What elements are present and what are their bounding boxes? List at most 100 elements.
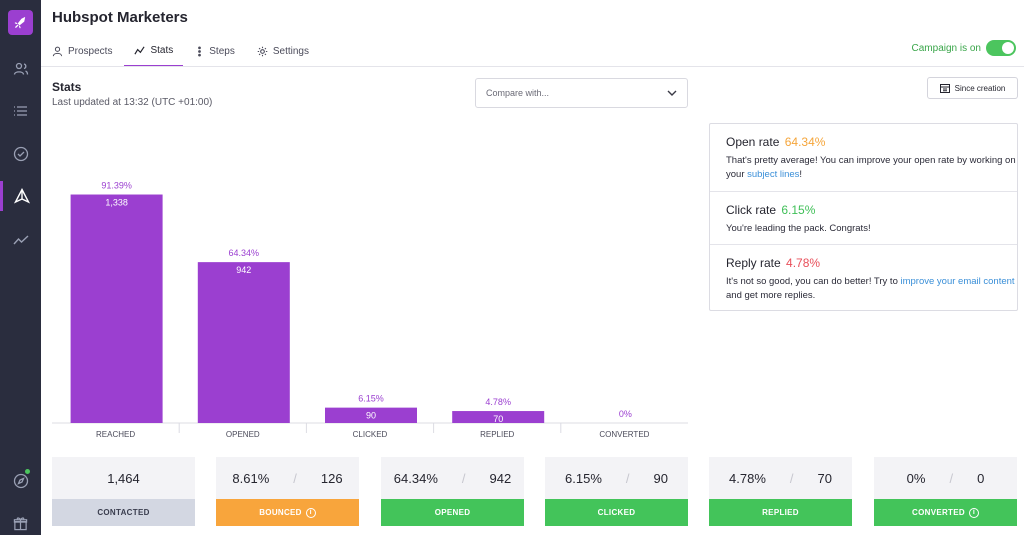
separator: / [949,470,954,486]
category-label-converted: CONVERTED [599,430,649,439]
clicked-card[interactable]: 6.15% / 90 CLICKED [545,457,688,526]
info-icon[interactable]: i [305,507,316,518]
campaign-toggle[interactable] [986,40,1016,56]
steps-icon [198,46,202,57]
card-label: REPLIED [762,508,799,517]
reply-rate-value: 4.78% [786,256,821,270]
improve-email-link[interactable]: improve your email content [900,276,1015,287]
last-updated-text: Last updated at 13:32 (UTC +01:00) [52,97,213,108]
percent-label-opened: 64.34% [229,248,260,258]
header-divider [41,66,1024,67]
open-rate-text: That's pretty average! You can improve y… [726,155,1016,180]
open-rate-block: Open rate 64.34% That's pretty average! … [710,124,1017,191]
sidebar-item-gifts[interactable] [0,508,41,535]
click-rate-value: 6.15% [781,203,816,217]
card-percent: 4.78% [729,470,766,486]
card-label-bar: BOUNCED i [216,499,359,526]
reply-rate-block: Reply rate 4.78% It's not so good, you c… [710,244,1017,310]
open-rate-advice: That's pretty average! You can improve y… [726,154,1017,182]
tab-label: Prospects [68,46,113,57]
compare-select[interactable]: Compare with... [475,78,688,108]
app-logo[interactable] [8,10,33,35]
card-percent: 64.34% [393,470,438,486]
card-values: 6.15% / 90 [545,457,688,499]
card-value: 1,464 [107,470,140,486]
click-rate-heading: Click rate 6.15% [726,203,1017,217]
reply-rate-text: It's not so good, you can do better! Try… [726,276,901,287]
notification-dot [25,469,30,474]
gift-icon [13,516,28,530]
card-label: CONTACTED [97,508,150,517]
percent-label-reached: 91.39% [101,181,132,191]
category-label-clicked: CLICKED [353,430,388,439]
chevron-down-icon [667,90,677,96]
opened-card[interactable]: 64.34% / 942 OPENED [381,457,524,526]
sidebar-item-prospects[interactable] [0,54,41,84]
send-icon [14,188,30,204]
value-label-opened: 942 [236,265,251,275]
tab-stats[interactable]: Stats [124,36,184,67]
card-percent: 0% [906,470,926,486]
click-rate-advice: You're leading the pack. Congrats! [726,223,871,234]
calendar-icon [939,83,950,93]
sidebar-item-discover[interactable] [0,466,41,496]
prospects-icon [52,46,63,57]
bounced-card[interactable]: 8.61% / 126 BOUNCED i [216,457,359,526]
tab-prospects[interactable]: Prospects [52,36,112,67]
open-rate-heading: Open rate 64.34% [726,135,1017,149]
card-value: 126 [320,470,343,486]
converted-card[interactable]: 0% / 0 CONVERTED i [874,457,1017,526]
bar-replied [452,411,545,423]
percent-label-replied: 4.78% [485,397,511,407]
list-icon [14,106,27,116]
reply-rate-title: Reply rate [726,256,781,270]
tab-bar: Prospects Stats Steps Settings [52,36,331,67]
info-icon[interactable]: i [968,507,979,518]
category-label-replied: REPLIED [480,430,514,439]
date-range-label: Since creation [954,83,1006,93]
date-range-button[interactable]: Since creation [927,77,1018,99]
replied-card[interactable]: 4.78% / 70 REPLIED [709,457,852,526]
card-values: 0% / 0 [874,457,1017,499]
card-label-bar: CONVERTED i [874,499,1017,526]
bar-reached [70,194,163,423]
percent-label-clicked: 6.15% [358,394,384,404]
reply-rate-heading: Reply rate 4.78% [726,256,1017,270]
contacted-card[interactable]: 1,464 CONTACTED [52,457,195,526]
subject-lines-link[interactable]: subject lines [747,169,800,180]
card-percent: 8.61% [232,470,270,486]
tab-settings[interactable]: Settings [257,36,309,67]
tab-steps[interactable]: Steps [195,36,235,67]
sidebar-item-tasks[interactable] [0,139,41,169]
card-label: OPENED [434,508,471,517]
bar-clicked [325,407,417,423]
card-label: BOUNCED [259,508,302,517]
open-rate-title: Open rate [726,135,780,149]
tab-label: Steps [209,46,235,57]
tab-label: Settings [272,46,309,57]
rocket-icon [14,16,26,29]
funnel-bar-chart: 91.39% 1,338 REACHED 64.34% 942 OPENED 6.15% 90… [52,181,688,439]
card-label-bar: CONTACTED [52,499,195,526]
users-icon [13,62,28,75]
card-label: CONVERTED [912,508,965,517]
percent-label-converted: 0% [619,409,632,419]
card-percent: 6.15% [565,470,602,486]
sidebar-item-campaigns[interactable] [0,181,41,211]
sidebar [0,0,41,535]
card-values: 64.34% / 942 [381,457,524,499]
click-rate-block: Click rate 6.15% You're leading the pack… [710,191,1017,244]
tab-label: Stats [150,45,174,56]
reply-rate-advice: It's not so good, you can do better! Try… [726,275,1017,303]
card-values: 8.61% / 126 [216,457,359,499]
bar-opened [197,262,290,423]
card-value: 90 [653,470,668,486]
separator: / [293,470,297,486]
category-label-opened: OPENED [226,430,260,439]
sidebar-item-reports[interactable] [0,225,41,255]
separator: / [625,470,630,486]
trend-icon [12,235,28,245]
card-label-bar: CLICKED [545,499,688,526]
sidebar-item-lists[interactable] [0,96,41,126]
check-circle-icon [13,146,28,162]
